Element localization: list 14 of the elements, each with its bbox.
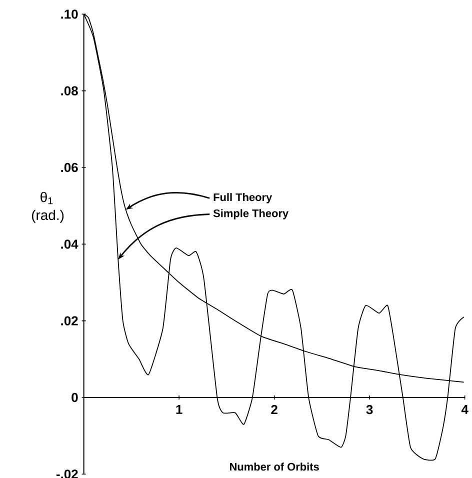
x-axis-title: Number of Orbits (230, 462, 319, 471)
y-tick-label: .08 (61, 86, 78, 96)
y-tick-label: 0 (72, 392, 78, 402)
x-tick-label: 2 (271, 404, 278, 414)
annotation: Simple Theory (213, 209, 289, 220)
y-tick-label: .02 (61, 316, 78, 326)
y-tick-label: .10 (61, 10, 78, 19)
x-tick-label: 4 (461, 405, 468, 414)
y-tick-label: .06 (61, 162, 78, 172)
y-axis-title: θ$_{1}$ (rad.) (32, 192, 64, 223)
x-tick-label: 1 (176, 405, 182, 414)
x-tick-label: 3 (366, 404, 373, 414)
y-tick-label: .04 (61, 240, 78, 249)
annotation: Full Theory (214, 193, 272, 204)
